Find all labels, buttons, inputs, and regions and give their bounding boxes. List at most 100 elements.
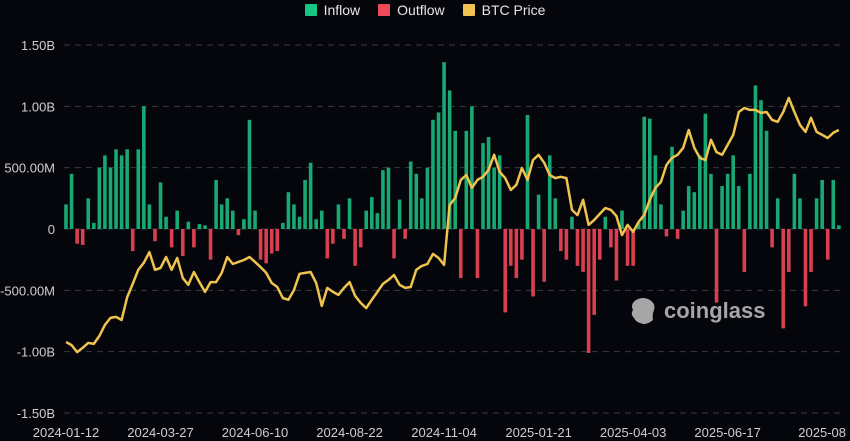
inflow-bar	[798, 198, 802, 229]
inflow-bar	[753, 85, 758, 229]
outflow-bar	[180, 229, 185, 256]
outflow-bar	[475, 229, 480, 279]
inflow-bar	[336, 204, 341, 229]
inflow-bar	[408, 161, 413, 229]
outflow-bar	[625, 229, 630, 266]
btc-price-swatch-icon	[462, 4, 475, 16]
outflow-bar	[331, 229, 335, 244]
outflow-bar	[403, 229, 407, 239]
outflow-bar	[559, 229, 563, 252]
inflow-bar	[364, 210, 369, 229]
inflow-bar	[525, 114, 530, 229]
outflow-bar	[80, 229, 85, 245]
legend-btc-price[interactable]: BTC Price	[462, 2, 545, 18]
inflow-bar	[731, 155, 735, 229]
inflow-bar	[175, 210, 179, 229]
legend: Inflow Outflow BTC Price	[0, 2, 850, 18]
inflow-bar	[414, 173, 419, 229]
outflow-bar	[714, 229, 719, 303]
outflow-bar	[542, 229, 546, 282]
inflow-bar	[286, 192, 291, 229]
inflow-bar	[386, 167, 391, 229]
inflow-bar	[670, 146, 674, 229]
inflow-bar	[814, 198, 819, 229]
outflow-bar	[675, 229, 680, 239]
inflow-bar	[703, 113, 708, 229]
outflow-bar	[236, 229, 241, 236]
inflow-bar	[547, 155, 552, 229]
outflow-bar	[264, 229, 268, 264]
inflow-bar	[231, 210, 235, 229]
outflow-bar	[781, 229, 786, 329]
inflow-bar	[125, 149, 129, 229]
outflow-bar	[514, 229, 519, 279]
watermark: coinglass	[628, 296, 765, 326]
outflow-bar	[597, 229, 602, 260]
inflow-bar	[492, 167, 496, 229]
inflow-bar	[69, 173, 74, 229]
inflow-bar	[147, 204, 152, 229]
inflow-bar	[214, 179, 218, 229]
inflow-bar	[86, 198, 91, 229]
inflow-bar	[481, 143, 485, 229]
inflow-bar	[203, 225, 207, 229]
inflow-bar	[831, 179, 836, 229]
inflow-bar	[470, 106, 474, 229]
inflow-bar	[314, 219, 318, 229]
btc-price-line	[65, 96, 840, 354]
outflow-bar	[531, 229, 535, 297]
outflow-bar	[169, 229, 174, 248]
inflow-bar	[197, 224, 202, 229]
inflow-bar	[114, 149, 118, 229]
outflow-bar	[770, 229, 774, 248]
outflow-bar	[787, 229, 791, 272]
inflow-bar	[570, 216, 574, 229]
outflow-bar	[586, 229, 591, 353]
inflow-bar	[420, 198, 424, 229]
inflow-bar	[186, 221, 191, 229]
y-tick-label: 500.00M	[4, 161, 55, 176]
inflow-bar	[381, 170, 385, 229]
inflow-bar	[292, 204, 296, 229]
inflow-bar	[64, 204, 68, 229]
outflow-bar	[130, 229, 135, 252]
outflow-bar	[809, 229, 813, 272]
legend-inflow[interactable]: Inflow	[304, 2, 360, 18]
inflow-bar	[97, 167, 102, 229]
outflow-bar	[153, 229, 157, 242]
outflow-bar	[609, 229, 613, 248]
inflow-bar	[837, 225, 841, 229]
inflow-bar	[620, 210, 624, 229]
outflow-bar	[192, 229, 196, 248]
outflow-bar	[208, 229, 213, 260]
outflow-bar	[509, 229, 513, 266]
outflow-bar	[258, 229, 263, 260]
x-tick-label: 2024-11-04	[411, 425, 477, 440]
x-tick-label: 2025-06-17	[694, 425, 761, 440]
outflow-bar	[742, 229, 747, 272]
inflow-bar	[698, 155, 702, 229]
outflow-bar	[592, 229, 596, 315]
inflow-bar	[164, 216, 168, 229]
outflow-bar	[503, 229, 508, 313]
inflow-bar	[725, 173, 730, 229]
inflow-bar	[308, 162, 313, 229]
y-tick-label: 0	[48, 222, 55, 237]
legend-outflow[interactable]: Outflow	[378, 2, 445, 18]
inflow-bar	[370, 197, 374, 229]
inflow-bar	[709, 173, 713, 229]
inflow-bar	[648, 118, 652, 229]
outflow-bar	[392, 229, 396, 259]
inflow-bar	[319, 210, 324, 229]
outflow-swatch-icon	[378, 4, 391, 16]
outflow-bar	[275, 229, 280, 252]
outflow-bar	[520, 229, 524, 260]
outflow-bar	[614, 229, 619, 281]
inflow-bar	[108, 167, 113, 229]
inflow-bar	[453, 130, 457, 229]
x-tick-label: 2025-01-21	[505, 425, 572, 440]
inflow-bar	[536, 194, 541, 229]
y-tick-label: 1.00B	[21, 99, 55, 114]
inflow-bar	[136, 149, 141, 229]
